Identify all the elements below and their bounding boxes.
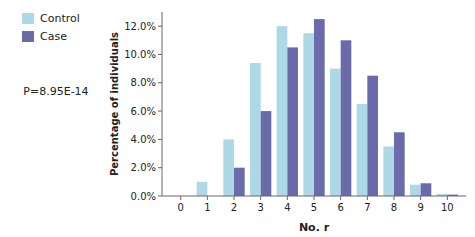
chart: 0.0% 2.0% 4.0% 6.0% 8.0% 10.0% 12.0% 0 1 2 3 4 5 6 7 8 9… bbox=[0, 0, 475, 237]
bar bbox=[330, 69, 341, 196]
x-tick bbox=[367, 196, 368, 200]
x-tick bbox=[340, 196, 341, 200]
annotation: P=8.95E-14 bbox=[23, 85, 88, 98]
legend-swatch bbox=[22, 13, 34, 24]
bar bbox=[197, 182, 208, 196]
x-tick bbox=[180, 196, 181, 200]
bar bbox=[383, 146, 394, 196]
bar bbox=[341, 40, 352, 196]
x-tick bbox=[207, 196, 208, 200]
y-tick-label: 2.0% bbox=[131, 162, 156, 173]
x-tick-label: 10 bbox=[441, 202, 454, 213]
legend-swatch bbox=[22, 31, 34, 42]
bar bbox=[357, 104, 368, 196]
x-tick-label: 9 bbox=[417, 202, 423, 213]
bar bbox=[287, 47, 298, 196]
y-tick bbox=[158, 196, 162, 197]
bar bbox=[367, 76, 378, 196]
bar bbox=[277, 26, 288, 196]
x-tick bbox=[260, 196, 261, 200]
y-tick bbox=[158, 54, 162, 55]
x-tick-label: 1 bbox=[204, 202, 210, 213]
x-tick bbox=[234, 196, 235, 200]
bar bbox=[234, 168, 245, 196]
x-tick bbox=[420, 196, 421, 200]
x-tick bbox=[287, 196, 288, 200]
bar bbox=[314, 19, 325, 196]
legend-label: Control bbox=[40, 12, 80, 25]
x-tick bbox=[394, 196, 395, 200]
x-axis-label: No. r bbox=[299, 221, 330, 234]
bar bbox=[223, 139, 234, 196]
y-tick-label: 12.0% bbox=[124, 21, 156, 32]
y-tick-label: 6.0% bbox=[131, 106, 156, 117]
x-tick-label: 4 bbox=[284, 202, 290, 213]
y-tick-label: 4.0% bbox=[131, 134, 156, 145]
y-axis-label: Percentage of individuals bbox=[109, 32, 120, 176]
bar bbox=[261, 111, 272, 196]
x-tick-label: 6 bbox=[337, 202, 343, 213]
y-tick bbox=[158, 167, 162, 168]
x-tick-label: 3 bbox=[257, 202, 263, 213]
x-tick-label: 5 bbox=[311, 202, 317, 213]
x-tick bbox=[447, 196, 448, 200]
legend-label: Case bbox=[40, 30, 67, 43]
legend: Control Case bbox=[22, 12, 80, 43]
y-tick bbox=[158, 82, 162, 83]
x-tick-label: 8 bbox=[391, 202, 397, 213]
y-tick bbox=[158, 139, 162, 140]
y-tick bbox=[158, 26, 162, 27]
bar bbox=[250, 63, 261, 196]
bar bbox=[421, 183, 432, 196]
x-tick-label: 2 bbox=[231, 202, 237, 213]
x-tick bbox=[314, 196, 315, 200]
bars bbox=[197, 19, 458, 196]
x-tick-label: 0 bbox=[177, 202, 183, 213]
bar bbox=[410, 185, 421, 196]
x-tick-label: 7 bbox=[364, 202, 370, 213]
y-tick-label: 8.0% bbox=[131, 77, 156, 88]
y-tick-label: 0.0% bbox=[131, 191, 156, 202]
y-tick bbox=[158, 111, 162, 112]
bar bbox=[303, 33, 314, 196]
y-axis-line bbox=[162, 12, 163, 196]
y-tick-label: 10.0% bbox=[124, 49, 156, 60]
bar bbox=[394, 132, 405, 196]
